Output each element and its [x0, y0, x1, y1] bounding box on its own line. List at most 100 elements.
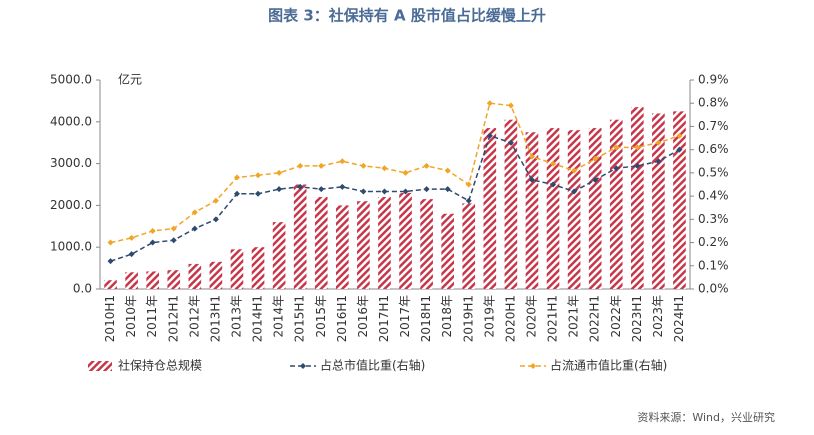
bar — [673, 111, 686, 289]
x-tick-label: 2010H1 — [103, 295, 117, 342]
point — [613, 165, 620, 172]
y2-tick-label: 0.5% — [698, 165, 729, 179]
point — [191, 209, 198, 216]
bar — [146, 271, 159, 289]
point — [381, 165, 388, 172]
legend-swatch — [300, 363, 306, 369]
point — [634, 162, 641, 169]
point — [149, 239, 156, 246]
bar — [357, 201, 370, 289]
bar — [314, 197, 328, 289]
y-unit: 亿元 — [118, 72, 142, 87]
point — [550, 181, 557, 188]
y2-tick-label: 0.0% — [698, 282, 729, 296]
x-tick-label: 2017H1 — [377, 295, 391, 342]
point — [212, 197, 219, 204]
x-tick-label: 2020H1 — [503, 295, 517, 342]
x-tick-label: 2021H1 — [546, 295, 560, 342]
bar — [272, 222, 286, 289]
y2-tick-label: 0.1% — [698, 258, 729, 272]
x-tick-label: 2013年 — [229, 295, 243, 338]
y-tick-label: 4000.0 — [50, 114, 92, 128]
x-tick-label: 2016H1 — [335, 295, 349, 342]
y-tick-label: 5000.0 — [50, 73, 92, 87]
point — [128, 234, 135, 241]
point — [339, 183, 346, 190]
bar — [462, 203, 476, 289]
point — [592, 176, 599, 183]
point — [233, 174, 240, 181]
x-tick-label: 2015H1 — [293, 295, 307, 342]
x-tick-label: 2022年 — [609, 295, 623, 338]
bar — [441, 213, 454, 289]
x-tick-label: 2023年 — [651, 295, 665, 338]
bar — [631, 107, 644, 289]
y2-tick-label: 0.4% — [698, 189, 729, 203]
point — [655, 158, 662, 165]
x-tick-label: 2018H1 — [419, 295, 433, 342]
point — [297, 162, 304, 169]
point — [212, 216, 219, 223]
point — [486, 132, 493, 139]
y-tick-label: 3000.0 — [50, 156, 92, 170]
bar — [188, 263, 202, 289]
point — [233, 190, 240, 197]
y-tick-label: 0.0 — [73, 282, 92, 296]
point — [318, 186, 325, 193]
x-tick-label: 2016年 — [356, 295, 370, 338]
legend-swatch — [530, 363, 536, 369]
point — [107, 239, 114, 246]
point — [634, 144, 641, 151]
x-tick-label: 2012年 — [187, 295, 201, 338]
bar — [420, 199, 433, 289]
point — [571, 188, 578, 195]
point — [613, 144, 620, 151]
bar — [104, 280, 117, 289]
bar — [293, 184, 307, 289]
point — [528, 176, 535, 183]
point — [360, 188, 367, 195]
point — [465, 197, 472, 204]
point — [444, 186, 451, 193]
line — [110, 134, 680, 262]
bar — [230, 249, 244, 289]
bar — [378, 197, 391, 289]
bar — [336, 205, 349, 289]
point — [486, 100, 493, 107]
point — [444, 167, 451, 174]
bar — [652, 113, 665, 289]
y2-tick-label: 0.8% — [698, 96, 729, 110]
bar — [525, 132, 539, 289]
point — [507, 139, 514, 146]
x-tick-label: 2014H1 — [251, 295, 265, 342]
legend-label: 占流通市值比重(右轴) — [550, 358, 667, 373]
y-tick-label: 2000.0 — [50, 198, 92, 212]
x-tick-label: 2014年 — [272, 295, 286, 338]
y2-tick-label: 0.6% — [698, 142, 729, 156]
point — [402, 188, 409, 195]
legend-label: 占总市值比重(右轴) — [320, 358, 425, 373]
line — [110, 102, 680, 244]
chart-title: 图表 3：社保持有 A 股市值占比缓慢上升 — [268, 7, 546, 25]
x-tick-label: 2010年 — [124, 295, 138, 338]
y2-tick-label: 0.3% — [698, 212, 729, 226]
point — [170, 237, 177, 244]
point — [255, 190, 262, 197]
point — [339, 158, 346, 165]
point — [571, 167, 578, 174]
point — [297, 183, 304, 190]
x-tick-label: 2012H1 — [166, 295, 180, 342]
point — [276, 186, 283, 193]
point — [128, 251, 135, 258]
x-tick-label: 2011年 — [145, 295, 159, 338]
bar — [251, 247, 265, 289]
bar — [399, 192, 412, 289]
point — [170, 225, 177, 232]
point — [107, 258, 114, 265]
y-tick-label: 1000.0 — [50, 240, 92, 254]
y2-tick-label: 0.7% — [698, 119, 729, 133]
point — [550, 160, 557, 167]
x-tick-label: 2022H1 — [588, 295, 602, 342]
x-tick-label: 2019年 — [482, 295, 496, 338]
